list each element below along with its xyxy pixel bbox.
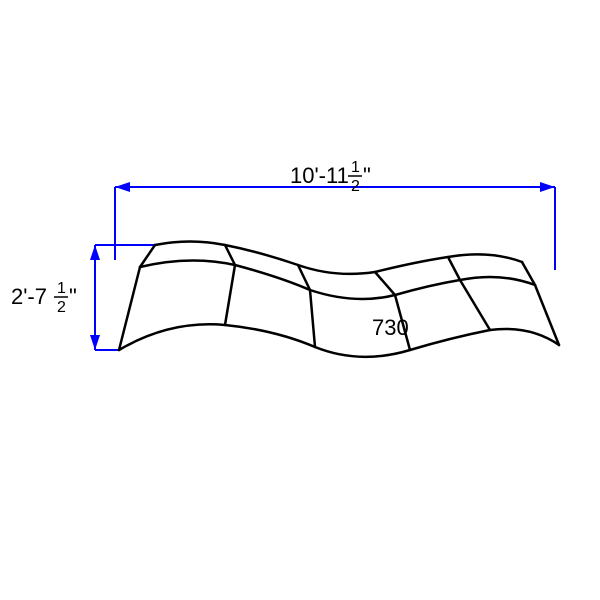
- svg-text:": ": [363, 163, 371, 188]
- item-number: 730: [372, 315, 409, 340]
- svg-text:2'-7: 2'-7: [11, 284, 47, 309]
- sectional-shape: [119, 242, 559, 357]
- height-dimension-label: 2'-7 1 2 ": [11, 280, 77, 316]
- svg-text:1: 1: [57, 280, 66, 297]
- svg-text:": ": [69, 284, 77, 309]
- svg-text:2: 2: [351, 178, 360, 195]
- svg-text:1: 1: [351, 159, 360, 176]
- width-dimension-label: 10'-11 1 2 ": [290, 159, 371, 195]
- width-dimension: [115, 182, 555, 270]
- svg-text:2: 2: [57, 299, 66, 316]
- svg-text:10'-11: 10'-11: [290, 163, 349, 188]
